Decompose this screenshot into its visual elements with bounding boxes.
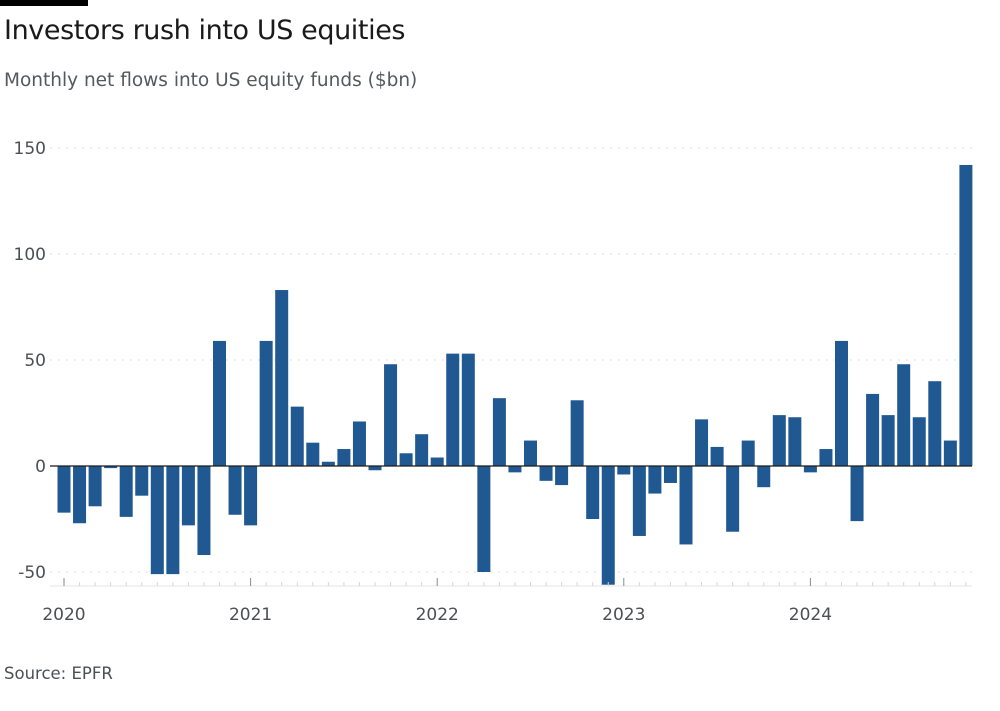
bar-2024-02 (819, 449, 833, 466)
bar-2020-11 (213, 340, 226, 466)
y-tick-label: 0 (35, 457, 46, 477)
x-tick-label: 2020 (42, 605, 85, 625)
y-tick-label: 150 (14, 139, 46, 159)
bar-2023-05 (679, 466, 693, 545)
bar-2023-03 (648, 466, 662, 494)
bars (57, 164, 973, 585)
x-tick-label: 2024 (789, 605, 832, 625)
bar-2020-04 (104, 466, 118, 469)
bar-2023-11 (772, 415, 786, 466)
bar-2021-08 (352, 421, 366, 466)
bar-2024-05 (866, 393, 880, 466)
bar-2022-11 (586, 466, 600, 519)
bar-2023-02 (632, 466, 646, 536)
bar-2023-07 (710, 446, 724, 466)
x-tick-label: 2021 (229, 605, 272, 625)
bar-2021-05 (306, 442, 320, 466)
bar-2023-06 (695, 419, 709, 466)
bar-2021-10 (384, 364, 398, 466)
bar-2022-02 (446, 353, 460, 466)
y-axis-ticks: 150 100 50 0 -50 (14, 139, 46, 583)
bar-2024-11 (959, 164, 973, 466)
bar-2023-04 (663, 466, 677, 483)
bar-2022-03 (461, 353, 475, 466)
bar-2020-02 (73, 466, 87, 524)
bar-2022-06 (508, 466, 522, 473)
y-tick-label: 50 (24, 351, 46, 371)
bar-2024-10 (943, 440, 957, 466)
bar-2022-04 (477, 466, 491, 572)
bar-2021-06 (321, 461, 335, 466)
bar-2023-08 (726, 466, 740, 532)
bar-2020-06 (135, 466, 149, 496)
source-note: Source: EPFR (4, 664, 113, 683)
bar-2024-09 (928, 381, 942, 466)
chart-title: Investors rush into US equities (4, 15, 406, 46)
bar-2022-09 (555, 466, 569, 486)
gridlines (50, 147, 972, 573)
y-tick-label: 100 (14, 245, 46, 265)
bar-2020-09 (181, 466, 195, 526)
bar-2020-01 (57, 466, 71, 513)
x-axis: 2020 2021 2022 2023 2024 (42, 578, 972, 625)
bar-2024-08 (912, 417, 926, 466)
chart-subtitle: Monthly net flows into US equity funds (… (4, 70, 418, 91)
bar-2020-08 (166, 466, 180, 575)
bar-2021-02 (259, 340, 273, 466)
bar-2024-01 (803, 466, 817, 473)
bar-2023-10 (757, 466, 771, 488)
bar-2024-03 (835, 340, 848, 466)
bar-2024-07 (897, 364, 911, 466)
bar-2023-01 (617, 466, 631, 475)
bar-2021-03 (275, 290, 289, 466)
bar-2022-08 (539, 466, 553, 481)
bar-2020-03 (88, 466, 102, 507)
bar-2021-04 (290, 406, 304, 466)
chart-area: 150 100 50 0 -50 2020 2021 2022 2023 2024 (14, 139, 973, 625)
bar-2022-12 (601, 466, 615, 585)
bar-2023-12 (788, 417, 802, 466)
bar-2021-07 (337, 449, 351, 466)
bar-2022-01 (430, 457, 444, 466)
bar-2022-10 (570, 400, 584, 466)
bar-2020-07 (150, 466, 164, 575)
bar-2021-01 (244, 466, 258, 526)
bar-2021-09 (368, 466, 382, 471)
bar-2024-04 (850, 466, 864, 522)
bar-2020-10 (197, 466, 211, 556)
bar-2024-06 (881, 415, 895, 466)
bar-2020-05 (119, 466, 133, 517)
bar-2020-12 (228, 466, 242, 515)
bar-2023-09 (741, 440, 755, 466)
bar-2021-11 (399, 453, 413, 466)
bar-2021-12 (415, 434, 429, 466)
y-tick-label: -50 (18, 563, 46, 583)
brand-bar (0, 0, 88, 6)
x-tick-label: 2022 (416, 605, 459, 625)
x-tick-label: 2023 (602, 605, 645, 625)
bar-2022-05 (492, 398, 506, 466)
bar-2022-07 (524, 440, 537, 466)
